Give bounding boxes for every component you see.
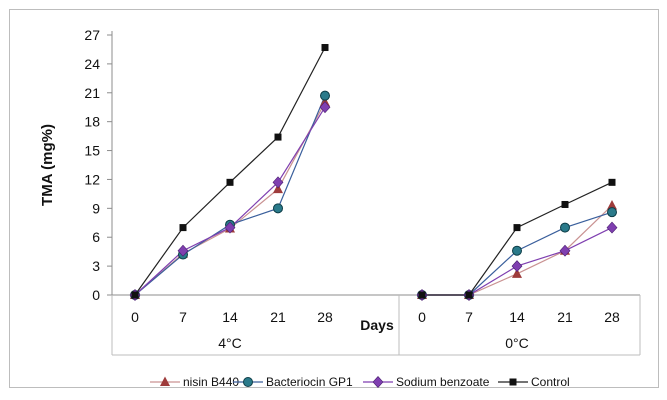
y-tick-label: 24 [84,56,100,72]
x-tick-label: 21 [557,309,573,325]
legend-marker [509,378,517,386]
data-point [274,133,282,141]
data-point [513,224,521,232]
legend-label: nisin B440 [183,375,239,389]
data-point [179,224,187,232]
data-point [607,199,617,210]
series-line [134,47,326,296]
y-axis-title: TMA (mg%) [39,124,56,206]
chart-border [9,9,659,388]
data-point [273,183,283,194]
data-point [512,268,522,278]
x-tick-label: 0 [418,309,426,325]
y-tick-label: 3 [92,258,100,274]
x-tick-label: 28 [604,309,620,325]
legend-label: Bacteriocin GP1 [266,375,353,389]
data-point [560,222,570,233]
y-tick-label: 6 [92,229,100,245]
data-point [320,90,330,101]
data-point [131,291,139,299]
x-tick-label: 14 [509,309,525,325]
legend-label: Sodium benzoate [396,375,490,389]
data-point [418,291,426,299]
y-tick-label: 12 [84,171,100,187]
y-tick-label: 9 [92,200,100,216]
data-point [465,291,473,299]
data-point [273,203,283,214]
series-line [134,95,326,296]
x-tick-label: 21 [270,309,286,325]
x-tick-label: 7 [465,309,473,325]
data-point [608,178,616,186]
y-tick-label: 21 [84,85,100,101]
x-tick-label: 7 [179,309,187,325]
x-tick-label: 0 [131,309,139,325]
legend-marker [243,377,253,387]
y-tick-label: 15 [84,143,100,159]
data-point [606,221,618,234]
series-line [134,106,326,296]
data-point [561,200,569,208]
data-point [224,221,236,234]
series-line [134,102,326,296]
legend-label: Control [531,375,570,389]
data-point [559,244,571,257]
data-point [512,245,522,256]
data-point [226,178,234,186]
data-point [177,244,189,257]
data-point [321,44,329,52]
series-line [422,181,613,296]
data-point [272,176,284,189]
y-tick-label: 0 [92,287,100,303]
x-tick-label: 14 [222,309,238,325]
x-axis-title: Days [360,317,394,333]
data-point [319,101,331,114]
group-label: 0°C [505,335,529,351]
legend-marker [160,376,170,386]
legend-marker [372,376,384,388]
group-label: 4°C [218,335,242,351]
x-tick-label: 28 [317,309,333,325]
y-tick-label: 27 [84,27,100,43]
data-point [511,260,523,273]
y-tick-label: 18 [84,114,100,130]
data-point [607,207,617,218]
